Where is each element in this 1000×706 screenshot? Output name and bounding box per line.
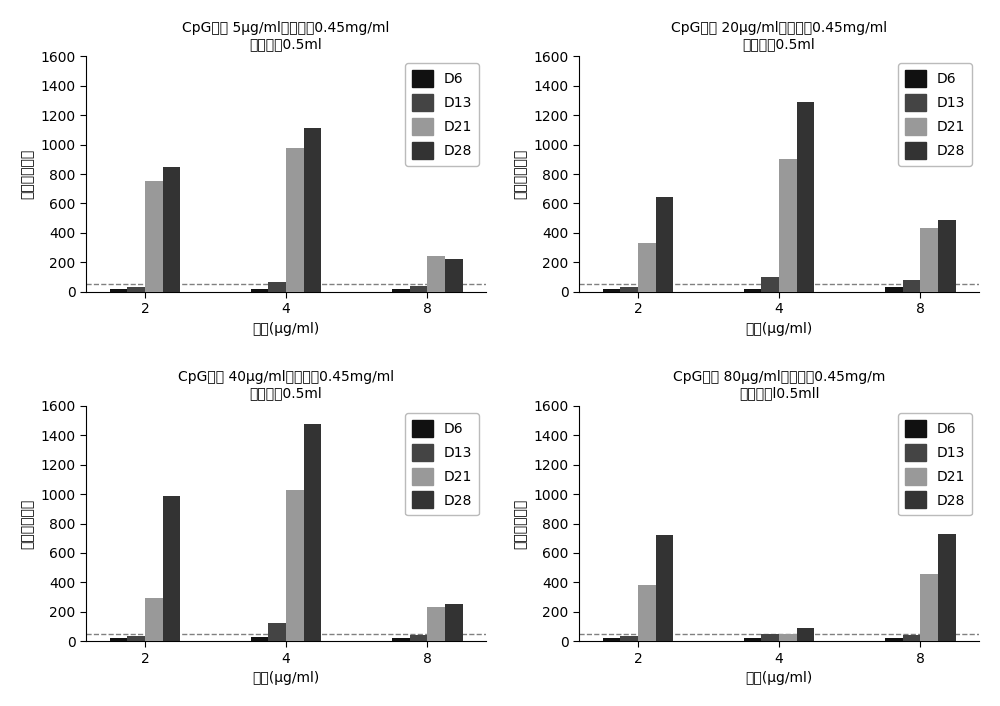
Bar [427, 607, 445, 641]
Y-axis label: 中和抗体滴度: 中和抗体滴度 [21, 149, 35, 199]
Title: CpG佐剂 20μg/ml，铝佐剂0.45mg/ml
免疫剂量0.5ml: CpG佐剂 20μg/ml，铝佐剂0.45mg/ml 免疫剂量0.5ml [671, 21, 887, 51]
Bar [251, 289, 268, 292]
Legend: D6, D13, D21, D28: D6, D13, D21, D28 [405, 413, 479, 515]
Bar [761, 634, 779, 641]
Bar [127, 287, 145, 292]
Bar [797, 628, 814, 641]
Bar [392, 638, 410, 641]
Bar [920, 229, 938, 292]
Bar [620, 287, 638, 292]
Bar [903, 280, 920, 292]
Bar [110, 638, 127, 641]
Bar [885, 287, 903, 292]
Y-axis label: 中和抗体滴度: 中和抗体滴度 [21, 498, 35, 549]
X-axis label: 剂量(μg/ml): 剂量(μg/ml) [252, 322, 320, 335]
Legend: D6, D13, D21, D28: D6, D13, D21, D28 [898, 64, 972, 166]
Bar [392, 289, 410, 292]
X-axis label: 剂量(μg/ml): 剂量(μg/ml) [252, 671, 320, 685]
Bar [620, 636, 638, 641]
Y-axis label: 中和抗体滴度: 中和抗体滴度 [514, 149, 528, 199]
Y-axis label: 中和抗体滴度: 中和抗体滴度 [514, 498, 528, 549]
Bar [427, 256, 445, 292]
Bar [638, 585, 656, 641]
Legend: D6, D13, D21, D28: D6, D13, D21, D28 [405, 64, 479, 166]
Bar [127, 636, 145, 641]
X-axis label: 剂量(μg/ml): 剂量(μg/ml) [746, 322, 813, 335]
Bar [251, 637, 268, 641]
X-axis label: 剂量(μg/ml): 剂量(μg/ml) [746, 671, 813, 685]
Bar [603, 289, 620, 292]
Bar [110, 289, 127, 292]
Bar [304, 424, 321, 641]
Bar [410, 286, 427, 292]
Bar [938, 534, 956, 641]
Title: CpG佐剂 80μg/ml，铝佐剂0.45mg/m
免疫剂量l0.5mll: CpG佐剂 80μg/ml，铝佐剂0.45mg/m 免疫剂量l0.5mll [673, 371, 885, 400]
Bar [656, 535, 673, 641]
Bar [920, 573, 938, 641]
Bar [779, 634, 797, 641]
Bar [163, 496, 180, 641]
Bar [445, 604, 463, 641]
Bar [268, 623, 286, 641]
Title: CpG佐剂 40μg/ml，铝佐剂0.45mg/ml
免疫剂量0.5ml: CpG佐剂 40μg/ml，铝佐剂0.45mg/ml 免疫剂量0.5ml [178, 371, 394, 400]
Bar [638, 243, 656, 292]
Bar [744, 289, 761, 292]
Bar [797, 102, 814, 292]
Bar [938, 220, 956, 292]
Title: CpG佐剂 5μg/ml，铝佐剂0.45mg/ml
免疫剂量0.5ml: CpG佐剂 5μg/ml，铝佐剂0.45mg/ml 免疫剂量0.5ml [182, 21, 390, 51]
Bar [410, 635, 427, 641]
Bar [744, 638, 761, 641]
Bar [286, 148, 304, 292]
Bar [656, 197, 673, 292]
Bar [761, 277, 779, 292]
Bar [603, 638, 620, 641]
Bar [145, 181, 163, 292]
Bar [903, 635, 920, 641]
Bar [304, 128, 321, 292]
Bar [445, 259, 463, 292]
Bar [779, 160, 797, 292]
Bar [885, 638, 903, 641]
Bar [286, 491, 304, 641]
Bar [268, 282, 286, 292]
Bar [163, 167, 180, 292]
Legend: D6, D13, D21, D28: D6, D13, D21, D28 [898, 413, 972, 515]
Bar [145, 598, 163, 641]
